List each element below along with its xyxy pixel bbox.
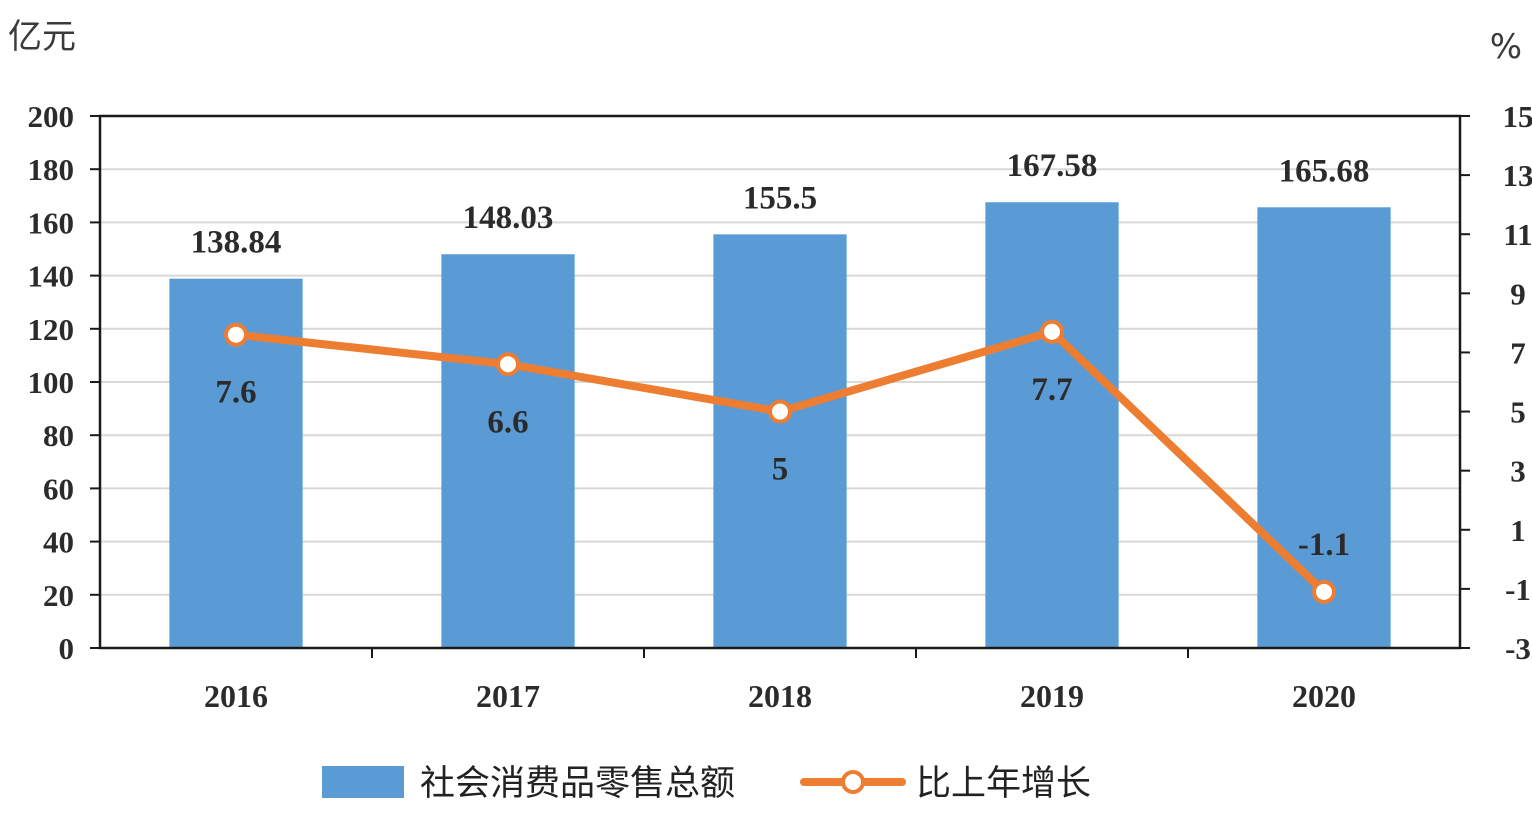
- left-tick-label: 120: [28, 312, 75, 347]
- line-value-label: -1.1: [1298, 527, 1350, 563]
- bar-value-label: 148.03: [463, 200, 554, 236]
- right-tick-label: -3: [1505, 631, 1531, 666]
- x-tick-label: 2017: [476, 678, 540, 714]
- line-value-label: 5: [772, 452, 789, 488]
- legend-swatch-marker: [843, 772, 863, 792]
- right-tick-label: 11: [1503, 217, 1532, 252]
- left-axis-unit: 亿元: [8, 17, 76, 57]
- legend: 社会消费品零售总额 比上年增长: [322, 764, 1091, 804]
- line-value-label: 7.7: [1031, 372, 1072, 408]
- right-tick-label: 15: [1503, 99, 1532, 134]
- bar-value-label: 138.84: [191, 225, 282, 261]
- right-axis-unit: %: [1490, 27, 1522, 67]
- right-tick-label: -1: [1505, 572, 1531, 607]
- x-axis: 2016 2017 2018 2019 2020: [204, 648, 1356, 714]
- right-tick-label: 5: [1510, 395, 1526, 430]
- right-tick-label: 7: [1510, 335, 1526, 370]
- left-tick-label: 180: [28, 152, 75, 187]
- bar-value-label: 155.5: [743, 180, 817, 216]
- left-tick-label: 80: [43, 418, 74, 453]
- x-tick-label: 2016: [204, 678, 268, 714]
- legend-label-bar: 社会消费品零售总额: [420, 764, 735, 804]
- bar-value-label: 167.58: [1007, 148, 1098, 184]
- left-tick-label: 60: [43, 471, 74, 506]
- left-axis: 0 20 40 60 80 100 120 140 160 180 200: [28, 99, 101, 666]
- line-point: [1314, 582, 1334, 602]
- left-tick-label: 160: [28, 205, 75, 240]
- x-tick-label: 2020: [1292, 678, 1356, 714]
- line-value-label: 7.6: [215, 375, 256, 411]
- line-value-label: 6.6: [487, 404, 528, 440]
- left-tick-label: 140: [28, 259, 75, 294]
- x-tick-label: 2019: [1020, 678, 1084, 714]
- bar-series: [169, 202, 1390, 648]
- right-tick-label: 9: [1510, 276, 1526, 311]
- legend-swatch-bar: [322, 766, 404, 798]
- left-tick-label: 100: [28, 365, 75, 400]
- bar: [713, 234, 846, 648]
- right-tick-label: 13: [1503, 158, 1532, 193]
- line-point: [498, 354, 518, 374]
- line-point: [770, 402, 790, 422]
- left-tick-label: 0: [59, 631, 75, 666]
- bar-value-label: 165.68: [1279, 153, 1370, 189]
- x-tick-label: 2018: [748, 678, 812, 714]
- bar: [985, 202, 1118, 648]
- line-point: [1042, 322, 1062, 342]
- right-tick-label: 3: [1510, 454, 1526, 489]
- left-tick-label: 20: [43, 578, 74, 613]
- legend-label-line: 比上年增长: [916, 764, 1091, 804]
- right-tick-label: 1: [1510, 513, 1526, 548]
- line-point: [226, 325, 246, 345]
- bar: [441, 254, 574, 648]
- left-tick-label: 40: [43, 525, 74, 560]
- left-tick-label: 200: [28, 99, 75, 134]
